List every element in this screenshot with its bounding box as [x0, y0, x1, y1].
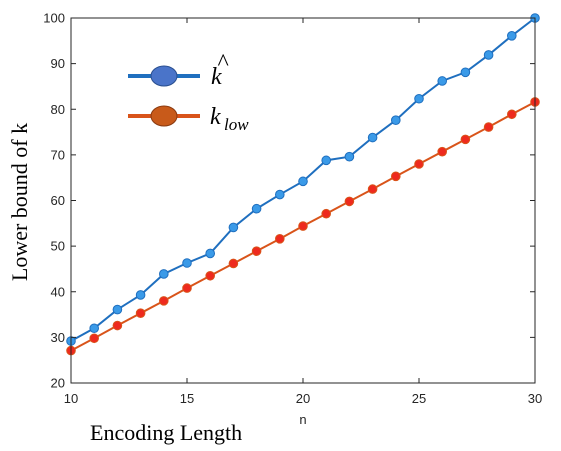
data-point [344, 151, 355, 162]
plot-background [71, 18, 535, 383]
legend-label-khat: k [211, 64, 222, 90]
data-point [159, 269, 169, 279]
axes-layer: 10 15 20 25 30 20 30 40 50 60 70 80 90 100 [43, 11, 542, 407]
data-point [89, 333, 99, 344]
data-point [367, 184, 378, 194]
data-point [483, 122, 494, 132]
data-point [159, 296, 169, 306]
y-tick-label: 50 [51, 239, 65, 254]
y-tick-label: 30 [51, 330, 65, 345]
y-tick-label: 60 [51, 193, 65, 208]
data-point [414, 159, 424, 169]
data-point [228, 222, 239, 233]
data-point [89, 323, 99, 334]
x-tick-label: 30 [528, 391, 542, 406]
y-tick-label: 20 [51, 376, 65, 391]
series-khat [66, 13, 540, 346]
data-point [437, 146, 448, 157]
data-point [321, 155, 332, 166]
data-point [367, 132, 378, 143]
data-point [460, 134, 471, 145]
x-axis-label: n [299, 412, 306, 427]
data-point [182, 283, 192, 293]
data-point [135, 308, 146, 318]
legend-hat-khat: ^ [217, 50, 229, 76]
data-point [205, 270, 215, 281]
data-point [182, 258, 192, 268]
legend-marker-khat [150, 65, 178, 87]
data-point [321, 208, 332, 219]
data-point [112, 304, 123, 315]
legend-marker-klow [150, 105, 178, 127]
data-point [391, 171, 401, 182]
x-tick-label: 15 [180, 391, 194, 406]
data-point [298, 221, 308, 231]
data-point [228, 258, 239, 269]
data-point [344, 196, 355, 207]
data-point [251, 246, 262, 256]
data-point [483, 50, 494, 60]
data-point [251, 203, 262, 214]
data-point [391, 115, 401, 125]
series-klow [66, 97, 540, 356]
legend-label-klow: k [210, 104, 221, 130]
y-tick-label: 40 [51, 284, 65, 299]
plot-area [71, 18, 535, 383]
data-point [205, 248, 215, 259]
data-point [507, 109, 517, 120]
data-point [275, 189, 285, 200]
data-point [298, 176, 308, 187]
data-point [112, 320, 123, 331]
data-point [507, 30, 517, 41]
y-axis-label: Lower bound of k [7, 123, 32, 281]
x-tick-label: 25 [412, 391, 426, 406]
x-tick-label: 10 [64, 391, 78, 406]
data-point [460, 67, 471, 78]
series-layer [66, 13, 540, 356]
x-tick-label: 20 [296, 391, 310, 406]
data-point [437, 76, 448, 86]
encoding-length-caption: Encoding Length [90, 420, 242, 445]
y-tick-label: 100 [43, 11, 65, 26]
y-tick-label: 80 [51, 102, 65, 117]
legend-sub-klow: low [224, 115, 249, 134]
y-tick-label: 70 [51, 147, 65, 162]
data-point [135, 290, 146, 300]
y-tick-label: 90 [51, 56, 65, 71]
data-point [414, 93, 424, 104]
data-point [275, 234, 285, 244]
legend: k ^ k low [128, 50, 249, 134]
